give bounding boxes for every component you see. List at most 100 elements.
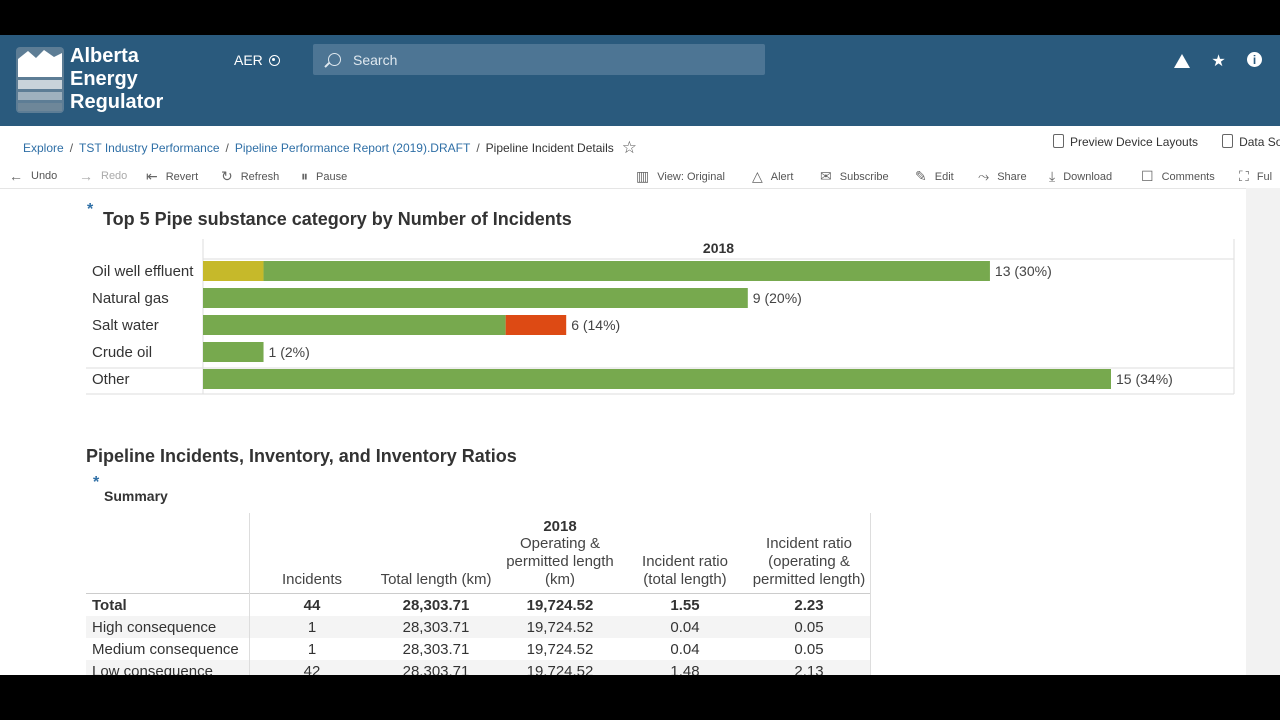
fullscreen-label: Ful — [1256, 170, 1273, 183]
favorite-star-icon[interactable]: ☆ — [621, 138, 637, 157]
alert-label: Alert — [770, 170, 794, 183]
bar-segment — [203, 342, 264, 362]
subscribe-button[interactable]: ✉ Subscribe — [820, 168, 889, 185]
summary-table: 2018 Incidents Total length (km) Operati… — [86, 513, 871, 675]
breadcrumb-project[interactable]: TST Industry Performance — [79, 141, 220, 155]
bar-segment — [203, 288, 748, 308]
summary-label: Summary — [104, 488, 168, 504]
redo-button[interactable]: → Redo — [79, 168, 127, 184]
column-header: Incident ratio (operating & permitted leng… — [748, 535, 871, 594]
row-label: High consequence — [86, 616, 250, 638]
toolbar: ← Undo → Redo ⇤ Revert ↻ Refresh ⏸ Pause ▥ Vie… — [0, 165, 1280, 187]
table-cell: 19,724.52 — [526, 640, 594, 658]
star-icon[interactable]: ★ — [1211, 52, 1226, 70]
refresh-button[interactable]: ↻ Refresh — [221, 168, 279, 185]
breadcrumb-explore[interactable]: Explore — [23, 141, 64, 155]
pencil-icon: ✎ — [915, 168, 927, 184]
scroll-gutter[interactable] — [1246, 188, 1280, 675]
share-label: Share — [997, 170, 1027, 183]
site-selector[interactable]: AER — [234, 52, 280, 68]
asterisk-marker: * — [93, 474, 100, 491]
data-label: 1 (2%) — [269, 344, 310, 360]
category-label: Oil well effluent — [92, 263, 194, 280]
bar-segment — [203, 261, 264, 281]
data-label: 6 (14%) — [571, 317, 620, 333]
table-cell: 0.04 — [670, 640, 700, 658]
asterisk-marker: * — [87, 201, 94, 218]
logo-line: Alberta — [70, 45, 139, 67]
logo-wordmark: Alberta Energy Regulator — [70, 45, 163, 114]
chart-title: Top 5 Pipe substance category by Number … — [103, 209, 572, 229]
row-label: Total — [86, 593, 250, 616]
download-label: Download — [1063, 170, 1113, 183]
category-label: Other — [92, 371, 130, 388]
aer-logo[interactable]: Alberta Energy Regulator — [16, 45, 186, 117]
alert-button[interactable]: △ Alert — [752, 168, 793, 185]
pause-button[interactable]: ⏸ Pause — [301, 168, 347, 185]
table-row: High consequence 1 28,303.71 19,724.52 0.04 0… — [86, 616, 871, 638]
table-corner — [86, 535, 250, 594]
download-button[interactable]: ⤓ Download — [1049, 168, 1112, 185]
top-header: Alberta Energy Regulator AER ★ i — [0, 35, 1280, 126]
row-label: Medium consequence — [86, 638, 250, 660]
revert-icon: ⇤ — [146, 168, 158, 184]
revert-label: Revert — [165, 170, 199, 183]
table-cell: 19,724.52 — [498, 616, 622, 638]
view-icon: ▥ — [636, 168, 650, 184]
section-title: Pipeline Incidents, Inventory, and Inven… — [86, 446, 517, 466]
bar-segment — [203, 315, 506, 335]
logo-line: Regulator — [70, 91, 164, 113]
table-cell: 1.48 — [622, 660, 748, 675]
revert-button[interactable]: ⇤ Revert — [146, 168, 198, 185]
edit-button[interactable]: ✎ Edit — [915, 168, 954, 185]
table-cell: 1 — [307, 640, 317, 658]
preview-device-layouts[interactable]: Preview Device Layouts — [1053, 134, 1198, 149]
mountain-logo-icon — [16, 47, 64, 113]
table-row-total: Total 44 28,303.71 19,724.52 1.55 2.23 — [86, 593, 871, 616]
table-cell: 2.23 — [748, 593, 871, 616]
row-label: Low consequence — [86, 660, 250, 675]
table-cell: 42 — [249, 660, 374, 675]
data-source-link[interactable]: Data Sou — [1222, 134, 1280, 149]
breadcrumb-workbook[interactable]: Pipeline Performance Report (2019).DRAFT — [234, 141, 471, 155]
table-cell: 44 — [249, 593, 374, 616]
table-cell: 28,303.71 — [374, 616, 498, 638]
table-cell: 2.13 — [748, 660, 871, 675]
table-year: 2018 — [249, 513, 871, 535]
data-source-label: Data Sou — [1239, 135, 1280, 149]
chart-column-header: 2018 — [703, 240, 734, 256]
table-cell: 0.05 — [748, 638, 871, 660]
table-cell: 28,303.71 — [402, 640, 470, 658]
table-cell: 1.55 — [622, 593, 748, 616]
logo-line: Energy — [70, 68, 138, 90]
info-icon[interactable]: i — [1247, 52, 1262, 67]
view-original-button[interactable]: ▥ View: Original — [636, 168, 725, 185]
comments-label: Comments — [1161, 170, 1215, 183]
breadcrumb-separator: / — [69, 141, 74, 155]
site-label: AER — [234, 52, 263, 68]
table-row: Low consequence 42 28,303.71 19,724.52 1.48 2… — [86, 660, 871, 675]
search-input[interactable] — [351, 50, 735, 69]
category-label: Salt water — [92, 317, 159, 334]
pause-label: Pause — [316, 170, 348, 183]
undo-icon: ← — [9, 168, 23, 184]
download-icon: ⤓ — [1049, 168, 1056, 184]
fullscreen-button[interactable]: ⛶ Ful — [1239, 168, 1272, 185]
fullscreen-icon: ⛶ — [1239, 168, 1249, 184]
app-frame: Alberta Energy Regulator AER ★ i Explore… — [0, 35, 1280, 675]
column-header: Total length (km) — [380, 571, 492, 588]
search-box[interactable] — [313, 44, 765, 75]
table-year-row: 2018 — [86, 513, 871, 535]
table-cell: 28,303.71 — [374, 593, 498, 616]
breadcrumb-separator: / — [476, 141, 480, 155]
bar-segment — [263, 261, 990, 281]
breadcrumb-separator: / — [225, 141, 229, 155]
share-button[interactable]: ⤳ Share — [978, 168, 1027, 185]
category-label: Natural gas — [92, 290, 169, 307]
comments-button[interactable]: ☐ Comments — [1141, 168, 1215, 185]
table-cell: 19,724.52 — [498, 660, 622, 675]
category-label: Crude oil — [92, 344, 152, 361]
alert-triangle-icon[interactable] — [1173, 52, 1190, 69]
subscribe-label: Subscribe — [839, 170, 889, 183]
undo-button[interactable]: ← Undo — [9, 168, 57, 184]
